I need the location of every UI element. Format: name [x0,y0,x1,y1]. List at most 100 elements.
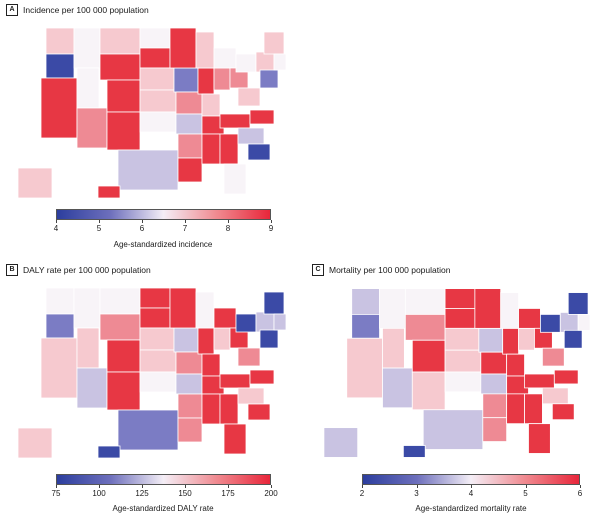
state-region [173,327,199,353]
legend-tick [142,220,143,223]
state-region [379,288,406,329]
state-region [17,427,53,459]
state-region [540,314,561,333]
state-region [255,311,275,333]
legend-tick-label: 3 [414,489,419,498]
state-region [263,291,285,315]
state-region [237,387,265,405]
legend-tick [471,485,472,488]
legend-tick-label: 4 [468,489,474,498]
state-region [237,87,261,107]
state-region [175,91,203,115]
legend-tick-label: 100 [92,489,106,498]
state-region [139,47,171,69]
panel-header: A Incidence per 100 000 population [6,4,149,16]
state-region [139,287,171,309]
state-region [474,288,502,329]
legend-tick-label: 9 [268,224,274,233]
state-region [480,373,508,395]
state-region [351,288,380,315]
state-region [518,327,535,351]
state-region [177,157,203,183]
state-region [259,69,279,89]
panel-letter: A [6,4,18,16]
state-region [99,287,141,315]
color-legend-bar [56,474,271,485]
state-region [444,349,482,373]
state-region [402,445,426,458]
legend-ticks: 4 5 6 7 8 9 [54,220,274,240]
state-region [201,393,221,425]
state-region [223,163,247,195]
panel-daly: B DALY rate per 100 000 population 75 100… [6,264,296,514]
legend-tick-label: 8 [225,224,231,233]
state-region [219,373,251,389]
state-region [263,31,285,55]
state-region [76,327,100,369]
state-region [40,77,78,139]
legend-tick [271,220,272,223]
state-region [500,292,519,329]
state-region [235,313,257,333]
state-region [213,307,237,329]
state-region [219,113,251,129]
legend-title: Age-standardized DALY rate [112,504,214,513]
state-region [382,367,413,409]
legend-title: Age-standardized mortality rate [415,504,527,513]
state-region [139,89,177,113]
state-region [444,288,476,309]
state-region [478,327,504,353]
us-choropleth-map [17,27,287,199]
state-region [17,167,53,199]
state-region [106,111,141,151]
panel-header: B DALY rate per 100 000 population [6,264,151,276]
state-region [247,403,271,421]
state-region [235,53,257,73]
legend-tick [142,485,143,488]
state-region [45,313,75,339]
state-region [559,312,579,333]
state-region [99,53,141,81]
state-region [506,353,525,377]
state-region [524,393,543,425]
state-region [139,111,177,133]
state-region [117,409,179,451]
state-region [273,313,287,331]
state-region [249,369,275,385]
state-region [444,327,480,351]
state-region [139,67,175,91]
state-region [542,347,565,367]
us-choropleth-map [17,287,287,459]
color-legend-bar [362,474,580,485]
state-region [175,113,203,135]
state-region [197,67,215,95]
state-region [223,423,247,455]
state-region [273,53,287,71]
panel-header: C Mortality per 100 000 population [312,264,450,276]
state-region [563,329,583,349]
legend-ticks: 75 100 125 150 175 200 [52,485,278,505]
state-region [237,127,265,145]
state-region [351,314,380,339]
legend-ticks: 2 3 4 5 6 [360,485,582,505]
state-region [528,423,551,454]
state-region [506,393,525,425]
state-region [247,143,271,161]
state-region [106,371,141,411]
state-region [567,292,589,315]
state-region [259,329,279,349]
state-region [45,287,75,315]
legend-tick [56,220,57,223]
state-region [237,347,261,367]
legend-tick-label: 6 [139,224,145,233]
state-region [553,369,579,385]
legend-tick [185,220,186,223]
state-region [255,51,275,73]
state-region [106,79,141,113]
legend-tick [56,485,57,488]
state-region [480,351,508,375]
state-region [382,327,405,369]
panel-title: Mortality per 100 000 population [329,265,451,275]
panel-letter: C [312,264,324,276]
state-region [249,109,275,125]
